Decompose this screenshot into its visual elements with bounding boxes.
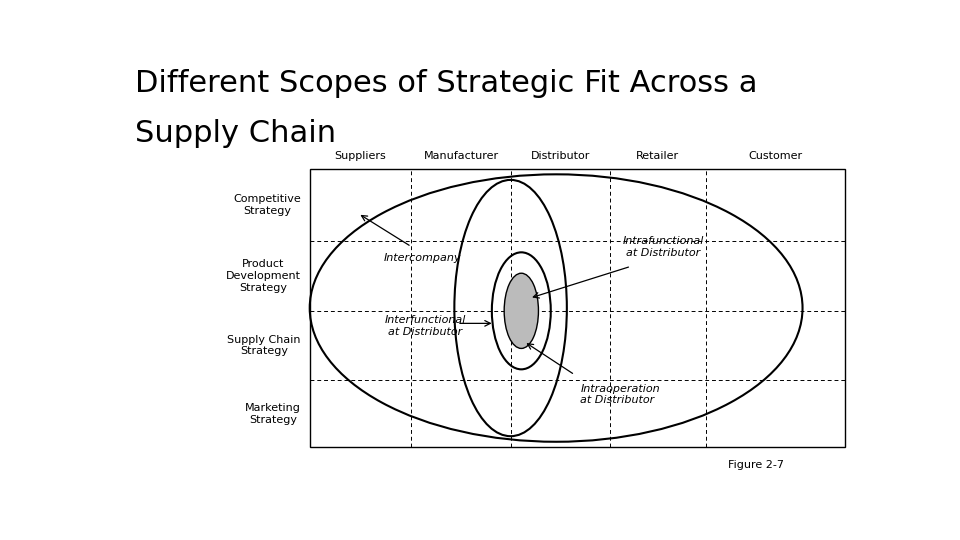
- Text: Retailer: Retailer: [636, 151, 680, 161]
- Text: Supply Chain: Supply Chain: [134, 119, 336, 148]
- Bar: [310, 168, 846, 447]
- Text: Intraoperation
at Distributor: Intraoperation at Distributor: [580, 383, 660, 405]
- Text: Customer: Customer: [749, 151, 803, 161]
- Text: Distributor: Distributor: [531, 151, 589, 161]
- Text: Product
Development
Strategy: Product Development Strategy: [226, 259, 300, 293]
- Text: Supply Chain
Strategy: Supply Chain Strategy: [228, 335, 300, 356]
- Text: Intrafunctional
at Distributor: Intrafunctional at Distributor: [623, 236, 704, 258]
- Text: Manufacturer: Manufacturer: [423, 151, 498, 161]
- Ellipse shape: [504, 273, 539, 348]
- Text: Suppliers: Suppliers: [335, 151, 387, 161]
- Text: Interfunctional
at Distributor: Interfunctional at Distributor: [384, 315, 466, 337]
- Text: Figure 2-7: Figure 2-7: [728, 460, 784, 470]
- Text: Marketing
Strategy: Marketing Strategy: [245, 403, 300, 424]
- Text: Intercompany: Intercompany: [383, 253, 461, 263]
- Text: Different Scopes of Strategic Fit Across a: Different Scopes of Strategic Fit Across…: [134, 69, 757, 98]
- Text: Competitive
Strategy: Competitive Strategy: [233, 194, 300, 216]
